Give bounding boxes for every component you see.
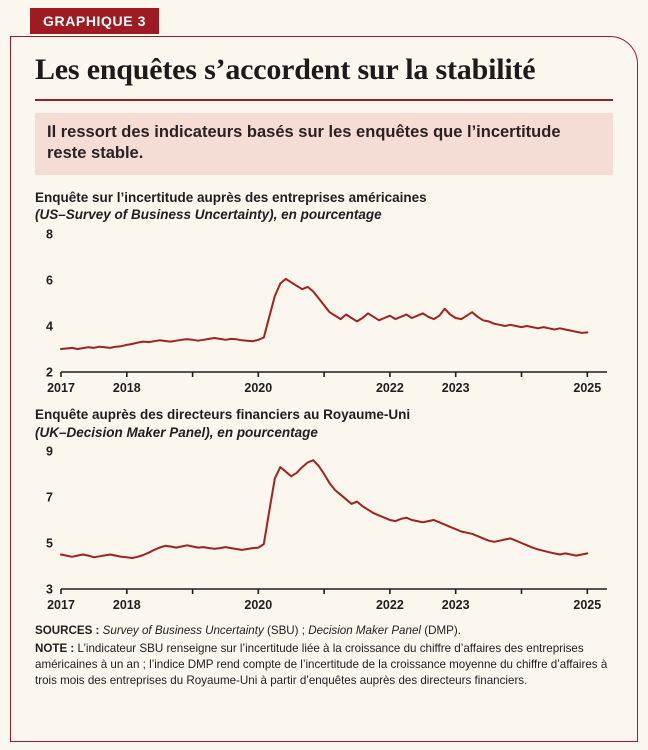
svg-text:2018: 2018 [113, 381, 141, 395]
chart-subheading-us: (US–Survey of Business Uncertainty), en … [35, 207, 382, 223]
svg-text:2017: 2017 [47, 381, 75, 395]
title-rule [35, 99, 613, 101]
svg-text:3: 3 [46, 583, 53, 597]
note-text: L’indicateur SBU renseigne sur l’incerti… [35, 642, 608, 688]
sources-italic-dmp: Decision Maker Panel [308, 624, 421, 638]
svg-text:8: 8 [46, 227, 53, 241]
sources-label: SOURCES : [35, 624, 103, 638]
sources-italic-sbu: Survey of Business Uncertainty [102, 624, 264, 638]
svg-text:2023: 2023 [442, 598, 470, 612]
note-line: NOTE : L’indicateur SBU renseigne sur l’… [35, 641, 613, 689]
svg-text:2018: 2018 [113, 598, 141, 612]
svg-text:2023: 2023 [442, 381, 470, 395]
note-label: NOTE : [35, 642, 78, 656]
chart-heading-us: Enquête sur l’incertitude auprès des ent… [35, 189, 427, 205]
svg-text:2: 2 [46, 365, 53, 379]
svg-text:7: 7 [46, 491, 53, 505]
svg-text:2020: 2020 [244, 381, 272, 395]
svg-text:2025: 2025 [573, 598, 601, 612]
sources-mid: (SBU) ; [263, 624, 309, 638]
svg-text:5: 5 [46, 537, 53, 551]
sources-line: SOURCES : Survey of Business Uncertainty… [35, 623, 613, 639]
intro-text: Il ressort des indicateurs basés sur les… [35, 113, 613, 175]
figure-frame: Les enquêtes s’accordent sur la stabilit… [10, 36, 638, 742]
svg-text:2017: 2017 [47, 598, 75, 612]
chart-uk-dmp: Enquête auprès des directeurs financiers… [35, 406, 613, 615]
svg-text:4: 4 [46, 319, 53, 333]
chart-subheading-uk: (UK–Decision Maker Panel), en pourcentag… [35, 424, 318, 440]
sources-end: (DMP). [420, 624, 461, 638]
line-plot-uk-dmp: 3 5 7 9 2017 2018 2020 2022 2023 2025 [35, 443, 613, 615]
svg-text:2025: 2025 [573, 381, 601, 395]
figure-badge: GRAPHIQUE 3 [30, 8, 160, 34]
svg-text:6: 6 [46, 273, 53, 287]
svg-text:9: 9 [46, 445, 53, 459]
svg-text:2022: 2022 [376, 381, 404, 395]
chart-us-sbu: Enquête sur l’incertitude auprès des ent… [35, 189, 613, 398]
chart-heading-uk: Enquête auprès des directeurs financiers… [35, 406, 411, 422]
svg-text:2020: 2020 [244, 598, 272, 612]
line-plot-us-sbu: 2 4 6 8 2017 2018 2020 2022 2023 2025 [35, 226, 613, 398]
figure-title: Les enquêtes s’accordent sur la stabilit… [35, 53, 536, 86]
svg-text:2022: 2022 [376, 598, 404, 612]
